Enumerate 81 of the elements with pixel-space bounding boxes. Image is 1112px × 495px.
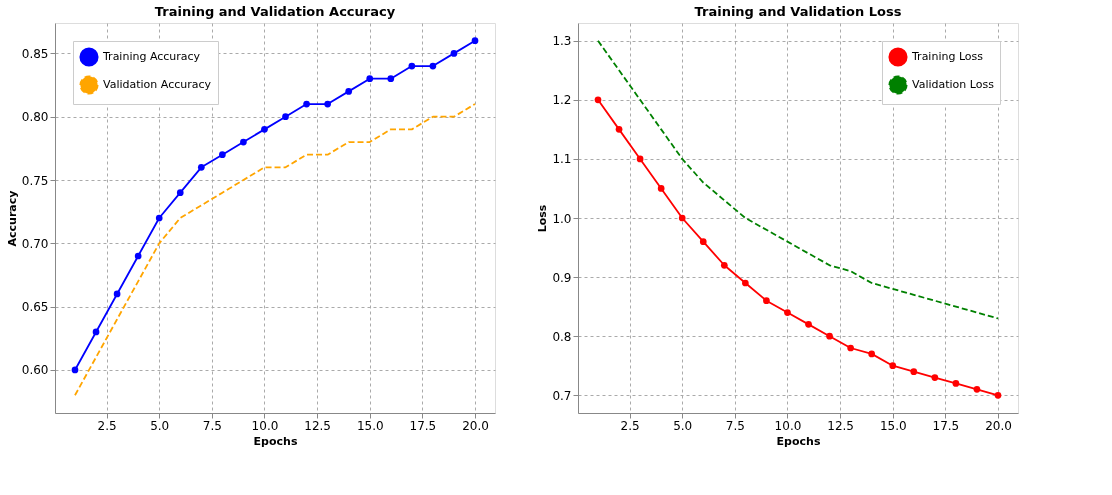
chart-title: Training and Validation Loss <box>694 4 902 19</box>
line-series <box>74 103 476 397</box>
y-tick-label: 0.75 <box>21 173 49 188</box>
legend-label: Training Loss <box>911 50 984 63</box>
point <box>742 279 749 287</box>
point <box>699 238 707 245</box>
x-tick-label: 20.0 <box>985 418 1012 433</box>
x-tick-label: 5.0 <box>673 418 693 433</box>
point <box>366 75 374 83</box>
x-tick-label: 10.0 <box>774 418 802 433</box>
x-tick-label: 15.0 <box>356 418 384 433</box>
chart-title: Training and Validation Accuracy <box>154 4 396 19</box>
point <box>197 164 205 171</box>
point <box>636 155 644 163</box>
point <box>429 62 437 70</box>
x-tick-label: 2.5 <box>97 418 117 433</box>
point <box>657 185 665 192</box>
point <box>910 368 918 375</box>
point <box>952 380 960 387</box>
point <box>931 374 939 381</box>
point <box>134 252 142 260</box>
y-tick-label: 1.0 <box>552 211 572 226</box>
point <box>324 100 331 108</box>
x-tick-label: 12.5 <box>827 418 854 433</box>
y-tick-label: 0.70 <box>21 236 49 251</box>
point <box>345 88 353 95</box>
point <box>450 50 458 57</box>
legend-label: Validation Accuracy <box>103 78 212 91</box>
point <box>973 386 981 393</box>
y-axis-title: Accuracy <box>5 190 19 247</box>
y-tick-label: 1.1 <box>552 152 572 167</box>
point <box>826 332 833 340</box>
y-tick-label: 0.7 <box>552 388 572 403</box>
y-axis-title: Loss <box>536 204 550 233</box>
x-tick-label: 7.5 <box>202 418 222 433</box>
point <box>868 350 876 358</box>
point <box>889 362 897 370</box>
point <box>615 126 623 133</box>
point <box>155 214 163 222</box>
point <box>805 321 812 328</box>
line-series <box>597 39 999 320</box>
point <box>994 391 1002 399</box>
point <box>387 75 395 83</box>
x-tick-label: 17.5 <box>932 418 960 433</box>
y-tick-label: 0.9 <box>552 270 572 285</box>
point <box>240 138 247 146</box>
x-tick-label: 12.5 <box>304 418 331 433</box>
point <box>471 37 479 45</box>
y-tick-label: 1.2 <box>552 93 572 108</box>
point <box>720 261 728 269</box>
y-tick-label: 0.60 <box>21 363 49 378</box>
y-tick-label: 0.65 <box>21 300 49 315</box>
x-tick-label: 10.0 <box>251 418 279 433</box>
point <box>594 96 602 104</box>
point <box>92 328 100 336</box>
y-tick-label: 0.85 <box>21 46 49 61</box>
x-tick-label: 20.0 <box>462 418 489 433</box>
x-tick-label: 7.5 <box>725 418 745 433</box>
point <box>303 100 310 108</box>
y-tick-label: 0.8 <box>552 329 572 344</box>
point <box>261 126 268 133</box>
point <box>784 309 791 316</box>
y-tick-label: 1.3 <box>552 34 572 49</box>
x-tick-label: 5.0 <box>150 418 170 433</box>
x-tick-label: 17.5 <box>409 418 437 433</box>
point <box>763 297 770 305</box>
x-tick-label: 15.0 <box>879 418 907 433</box>
x-axis-title: Epochs <box>253 434 298 448</box>
legend-label: Validation Loss <box>912 78 995 91</box>
point <box>71 366 79 374</box>
x-axis-title: Epochs <box>776 434 821 448</box>
point <box>847 344 854 352</box>
point <box>219 151 226 159</box>
point <box>113 290 121 298</box>
point <box>282 113 289 121</box>
point <box>408 62 416 70</box>
point <box>176 189 184 197</box>
legend-label: Training Accuracy <box>102 50 201 63</box>
x-tick-label: 2.5 <box>620 418 640 433</box>
point <box>678 214 686 222</box>
y-tick-label: 0.80 <box>21 110 49 125</box>
